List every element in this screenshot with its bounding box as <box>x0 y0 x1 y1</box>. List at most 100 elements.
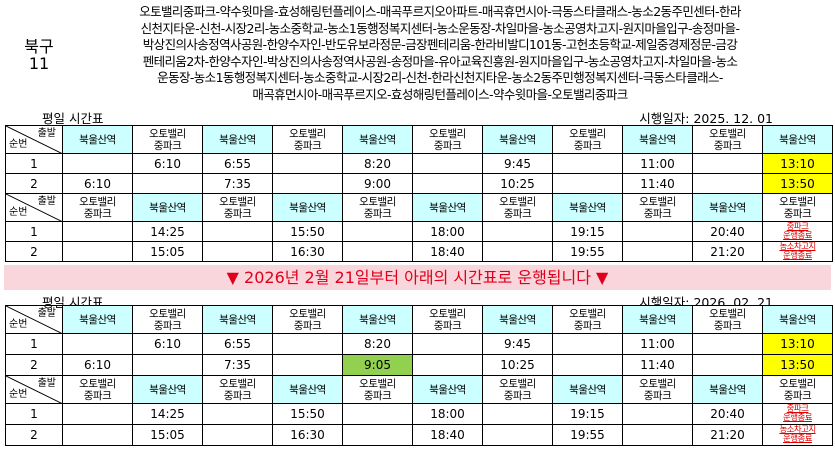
cell-line: 중파크 <box>433 319 462 332</box>
header-cell: 오토밸리 중파크 <box>132 125 203 154</box>
time-cell <box>62 403 133 425</box>
header-cell: 북울산역 <box>692 193 763 222</box>
cell-line: 오토밸리 <box>359 377 396 390</box>
time-cell: 16:30 <box>272 241 343 262</box>
cell-line: 오토밸리 <box>709 307 746 320</box>
header-cell: 오토밸리 중파크 <box>622 193 693 222</box>
time-cell: 6:10 <box>132 333 203 355</box>
header-cell: 북울산역 <box>412 375 483 404</box>
header-cell: 오토밸리 중파크 <box>272 125 343 154</box>
cell-line: 중파크 <box>643 389 672 402</box>
time-cell: 21:20 <box>692 424 763 446</box>
cell-line: 오토밸리 <box>779 377 816 390</box>
time-cell: 9:45 <box>482 153 553 174</box>
cell-line: 중파크 <box>83 207 112 220</box>
time-cell <box>202 424 273 446</box>
time-cell <box>62 153 133 174</box>
time-cell: 18:40 <box>412 424 483 446</box>
time-cell <box>692 333 763 355</box>
row-number: 2 <box>5 173 63 194</box>
time-cell <box>482 424 553 446</box>
time-cell: 15:05 <box>132 424 203 446</box>
time-cell <box>412 173 483 194</box>
time-cell <box>482 221 553 242</box>
header-cell: 오토밸리 중파크 <box>342 193 413 222</box>
time-cell <box>62 241 133 262</box>
time-cell: 15:50 <box>272 221 343 242</box>
time-cell: 13:50 <box>762 354 833 376</box>
corner-cell: 출발 순번 <box>5 125 63 154</box>
time-cell: 6:55 <box>202 333 273 355</box>
time-cell <box>132 354 203 376</box>
header-cell: 오토밸리 중파크 <box>412 305 483 334</box>
notice-banner: ▼ 2026년 2월 21일부터 아래의 시간표로 운행됩니다 ▼ <box>4 265 831 290</box>
header-cell: 오토밸리 중파크 <box>552 305 623 334</box>
header-cell: 오토밸리 중파크 <box>342 375 413 404</box>
time-cell <box>692 173 763 194</box>
header-cell: 북울산역 <box>762 305 833 334</box>
cell-line: 중파크 <box>153 319 182 332</box>
time-cell: 10:25 <box>482 354 553 376</box>
header-cell: 북울산역 <box>552 193 623 222</box>
time-cell: 6:10 <box>62 354 133 376</box>
time-cell: 11:40 <box>622 354 693 376</box>
district: 북구 <box>24 37 54 56</box>
time-cell: 농소차고지 운행종료 <box>762 241 833 262</box>
cell-line: 오토밸리 <box>149 127 186 140</box>
header-cell: 오토밸리 중파크 <box>762 375 833 404</box>
time-cell <box>622 403 693 425</box>
cell-line: 오토밸리 <box>499 195 536 208</box>
header-cell: 북울산역 <box>132 193 203 222</box>
cell-line: 오토밸리 <box>499 377 536 390</box>
time-cell: 중파크 운행종료 <box>762 221 833 242</box>
corner-label: 출발 <box>37 308 56 319</box>
time-cell: 14:25 <box>132 221 203 242</box>
cell-line: 오토밸리 <box>639 195 676 208</box>
cell-line: 운행종료 <box>783 413 812 423</box>
cell-line: 오토밸리 <box>219 195 256 208</box>
time-cell <box>552 153 623 174</box>
diagonal <box>6 194 63 222</box>
cell-line: 중파크 <box>643 207 672 220</box>
row-number: 1 <box>5 403 63 425</box>
cell-line: 오토밸리 <box>359 195 396 208</box>
diagonal <box>6 306 63 334</box>
cell-line: 농소차고지 <box>779 425 816 435</box>
cell-line: 중파크 <box>293 139 322 152</box>
header-cell: 오토밸리 중파크 <box>762 193 833 222</box>
cell-line: 오토밸리 <box>709 127 746 140</box>
cell-line: 운행종료 <box>783 250 812 261</box>
diagonal <box>6 376 63 404</box>
header-cell: 북울산역 <box>272 375 343 404</box>
time-cell: 7:35 <box>202 173 273 194</box>
time-cell <box>412 153 483 174</box>
time-cell: 11:40 <box>622 173 693 194</box>
cell-line: 중파크 <box>713 319 742 332</box>
corner-cell: 출발 순번 <box>5 305 63 334</box>
cell-line: 운행종료 <box>783 230 812 241</box>
time-cell <box>482 403 553 425</box>
time-cell: 19:15 <box>552 403 623 425</box>
time-cell <box>342 424 413 446</box>
time-cell: 6:10 <box>132 153 203 174</box>
header-cell: 오토밸리 중파크 <box>692 305 763 334</box>
time-cell <box>62 424 133 446</box>
header-cell: 오토밸리 중파크 <box>272 305 343 334</box>
cell-line: 농소차고지 <box>779 241 816 252</box>
cell-line: 중파크 <box>786 404 809 414</box>
time-cell: 19:55 <box>552 424 623 446</box>
time-cell <box>552 333 623 355</box>
row-number: 2 <box>5 424 63 446</box>
corner-label: 출발 <box>37 128 56 139</box>
cell-line: 중파크 <box>223 207 252 220</box>
header-cell: 북울산역 <box>762 125 833 154</box>
time-cell <box>552 173 623 194</box>
cell-line: 중파크 <box>786 221 809 232</box>
route-number: 11 <box>28 54 50 73</box>
header-cell: 북울산역 <box>692 375 763 404</box>
time-cell <box>692 354 763 376</box>
time-cell <box>622 241 693 262</box>
time-cell: 10:25 <box>482 173 553 194</box>
time-cell: 18:00 <box>412 221 483 242</box>
